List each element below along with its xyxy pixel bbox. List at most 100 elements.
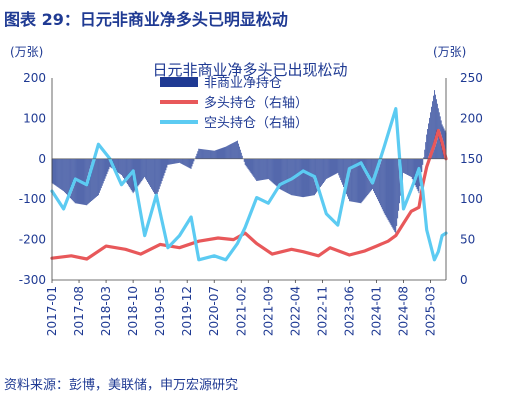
net-position-bar — [390, 158, 392, 226]
net-position-bar — [203, 149, 204, 159]
net-position-bar — [351, 158, 353, 202]
net-position-bar — [136, 158, 138, 188]
net-position-bar — [189, 158, 191, 169]
x-tick-label: 2019-05 — [153, 286, 167, 336]
net-position-bar — [411, 158, 413, 179]
net-position-bar — [109, 158, 111, 167]
net-position-bar — [188, 158, 190, 168]
net-position-bar — [190, 158, 192, 169]
net-position-bar — [344, 158, 345, 190]
net-position-bar — [378, 158, 379, 202]
net-position-bar — [357, 158, 359, 203]
net-position-bar — [345, 158, 346, 192]
right-tick-label: 0 — [460, 273, 468, 287]
net-position-bar — [273, 158, 275, 185]
net-position-bar — [425, 142, 427, 159]
net-position-bar — [142, 158, 144, 180]
net-position-bar — [158, 158, 160, 190]
net-position-bar — [291, 158, 292, 196]
net-position-bar — [70, 158, 72, 200]
net-position-bar — [388, 158, 390, 222]
legend-label: 多头持仓（右轴） — [204, 95, 308, 111]
net-position-bar — [395, 158, 397, 234]
net-position-bar — [241, 155, 243, 159]
net-position-bar — [319, 158, 320, 189]
net-position-bar — [160, 158, 162, 184]
net-position-bar — [382, 158, 384, 212]
net-position-bar — [267, 158, 269, 179]
net-position-bar — [140, 158, 142, 183]
net-position-bar — [54, 158, 56, 186]
chart: -300 -200 -100 0 100 200 0 50 100 150 200 250 2017-0… — [10, 45, 483, 336]
net-position-bar — [57, 158, 59, 188]
net-position-bar — [100, 158, 102, 189]
net-position-bar — [52, 158, 54, 184]
net-position-bar — [317, 158, 318, 192]
net-position-bar — [271, 158, 273, 183]
net-position-bar — [402, 158, 403, 181]
net-position-bar — [234, 142, 235, 159]
net-position-bar — [123, 158, 124, 178]
net-position-bar — [209, 150, 210, 159]
net-position-bar — [414, 158, 416, 186]
x-tick-label: 2024-01 — [369, 286, 383, 336]
net-position-bar — [364, 158, 366, 199]
net-position-bar — [389, 158, 391, 224]
x-tick-label: 2023-06 — [342, 286, 356, 336]
net-position-bar — [296, 158, 298, 197]
net-position-bar — [326, 158, 328, 179]
net-position-bar — [233, 142, 234, 159]
net-position-bar — [91, 158, 92, 202]
net-position-bar — [121, 158, 122, 175]
net-position-bar — [141, 158, 143, 182]
net-position-bar — [138, 158, 140, 186]
net-position-bar — [340, 158, 342, 181]
net-position-bar — [288, 158, 289, 194]
net-position-bar — [64, 158, 65, 193]
net-position-bar — [261, 158, 262, 181]
net-position-bar — [249, 158, 251, 172]
net-position-bar — [186, 158, 188, 167]
net-position-bar — [58, 158, 60, 188]
net-position-bar — [318, 158, 319, 190]
net-position-bar — [59, 158, 61, 189]
net-position-bar — [371, 158, 373, 191]
net-position-bar — [174, 158, 176, 164]
net-position-bar — [55, 158, 57, 186]
net-position-bar — [430, 112, 431, 159]
net-position-bar — [205, 149, 206, 159]
x-tick-label: 2024-08 — [397, 286, 411, 336]
net-position-bar — [310, 158, 312, 196]
net-position-bar — [283, 158, 285, 192]
net-position-bar — [106, 158, 108, 174]
net-position-bar — [286, 158, 288, 193]
net-position-bar — [426, 134, 428, 159]
net-position-bar — [398, 158, 400, 211]
net-position-bar — [201, 149, 203, 159]
net-position-bar — [260, 158, 261, 181]
net-position-bar — [103, 158, 105, 182]
net-position-bar — [379, 158, 380, 204]
net-position-bar — [154, 158, 156, 196]
net-position-bar — [289, 158, 290, 195]
net-position-bar — [309, 158, 311, 197]
net-position-bar — [180, 158, 181, 164]
net-position-bar — [379, 158, 381, 206]
net-position-bar — [258, 158, 260, 181]
net-position-bar — [266, 158, 268, 180]
net-position-bar — [125, 158, 126, 182]
figure-title: 图表 29：日元非商业净多头已明显松动 — [4, 10, 288, 29]
net-position-bar — [172, 158, 174, 165]
net-position-bar — [69, 158, 70, 198]
x-tick-label: 2020-07 — [207, 286, 221, 336]
net-position-bar — [338, 158, 340, 176]
net-position-bar — [214, 150, 216, 159]
net-position-bar — [119, 158, 120, 174]
net-position-bar — [213, 150, 215, 159]
net-position-bar — [332, 158, 334, 176]
net-position-bar — [334, 158, 336, 175]
net-position-bar — [427, 129, 429, 159]
net-position-bar — [355, 158, 357, 203]
net-position-bar — [299, 158, 301, 197]
